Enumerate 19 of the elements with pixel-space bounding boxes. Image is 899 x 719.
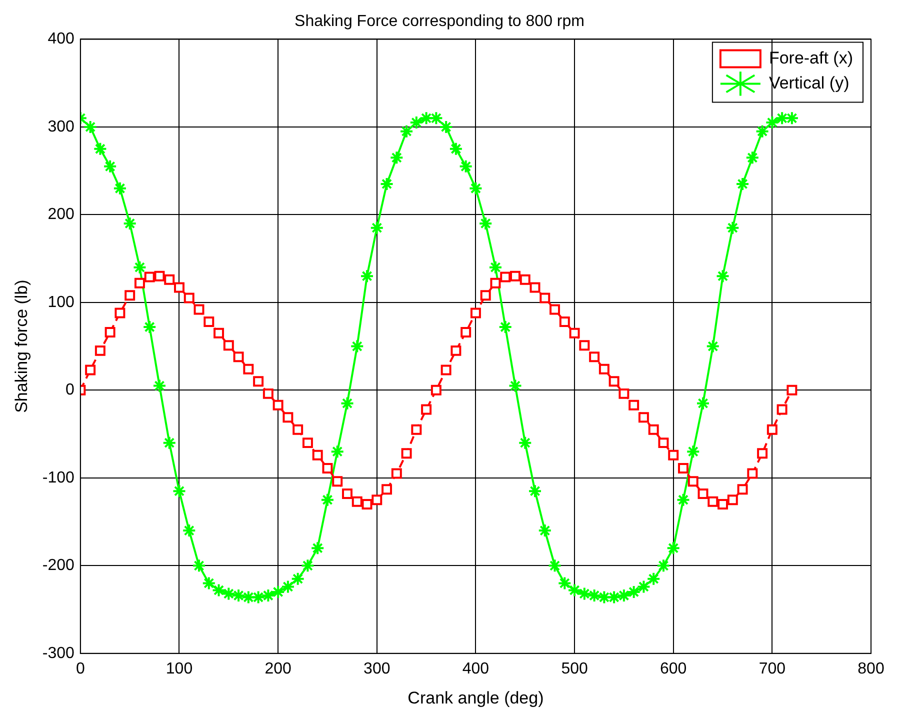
y-tick-label: -300 — [42, 644, 75, 662]
y-tick-label: 200 — [48, 206, 75, 224]
x-tick-label: 500 — [561, 660, 588, 678]
y-axis-title: Shaking force (lb) — [12, 280, 31, 413]
x-tick-label: 400 — [462, 660, 490, 678]
y-tick-label: 400 — [48, 30, 75, 48]
x-tick-label: 300 — [364, 660, 390, 678]
x-tick-label: 600 — [660, 660, 687, 678]
x-axis-title: Crank angle (deg) — [408, 688, 544, 708]
chart-title: Shaking Force corresponding to 800 rpm — [294, 13, 584, 30]
y-tick-label: 300 — [48, 118, 75, 136]
y-tick-label: 0 — [66, 382, 75, 399]
x-tick-label: 800 — [858, 660, 884, 678]
x-tick-label: 700 — [758, 660, 786, 678]
y-tick-label: -100 — [42, 469, 75, 486]
y-tick-label: -200 — [42, 557, 75, 574]
y-tick-label: 100 — [48, 294, 75, 311]
x-tick-label: 200 — [264, 660, 292, 678]
x-tick-label: 100 — [166, 660, 193, 678]
